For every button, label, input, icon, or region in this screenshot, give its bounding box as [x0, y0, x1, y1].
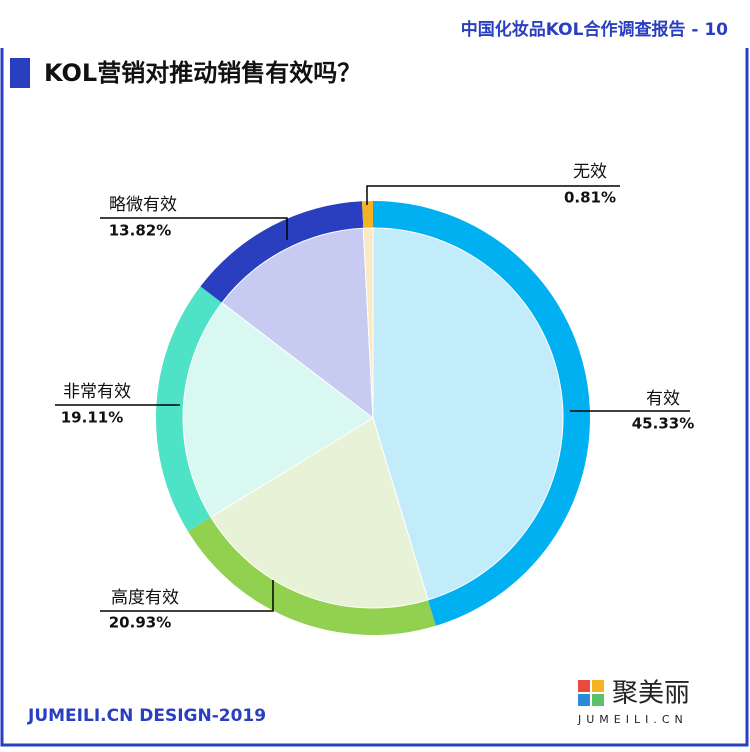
slice-name: 无效 — [573, 162, 607, 182]
pie — [156, 201, 591, 635]
title-bar — [10, 58, 30, 88]
slice — [221, 227, 374, 420]
labels: 有效 45.33% 高度有效 20.93% 非常有效 19.11% 略微有效 13.82% 无效… — [55, 162, 694, 632]
slice-ring — [200, 201, 364, 303]
logo-sub: JUMEILI.CN — [577, 713, 688, 726]
slice-value-label: 13.82% — [109, 222, 171, 240]
slice-name: 非常有效 — [63, 382, 131, 402]
leader-line — [366, 185, 620, 205]
slice — [182, 302, 374, 518]
slice-name: 略微有效 — [109, 195, 177, 215]
leader-line — [100, 217, 288, 240]
report-header: 中国化妆品KOL合作调查报告 - 10 — [461, 19, 728, 40]
slice — [372, 227, 564, 601]
slice-ring — [156, 286, 222, 532]
slice-value-label: 45.33% — [632, 415, 694, 433]
slice-value-label: 20.93% — [109, 614, 171, 632]
credit: JUMEILI.CN DESIGN-2019 — [27, 706, 266, 726]
slice-ring — [361, 201, 373, 229]
logo-icon — [578, 680, 604, 706]
slice-value-label: 19.11% — [61, 409, 123, 427]
slice-name: 高度有效 — [111, 588, 179, 608]
logo-text: 聚美丽 — [612, 679, 690, 709]
slice-value-label: 0.81% — [564, 189, 616, 207]
leader-line — [100, 580, 274, 612]
chart-title: KOL营销对推动销售有效吗？ — [44, 59, 361, 87]
frame-gap — [0, 44, 750, 48]
slice — [210, 417, 429, 609]
slice-ring — [187, 517, 436, 635]
slice-ring — [373, 201, 591, 626]
slice-name: 有效 — [646, 389, 680, 409]
slice — [362, 227, 374, 419]
